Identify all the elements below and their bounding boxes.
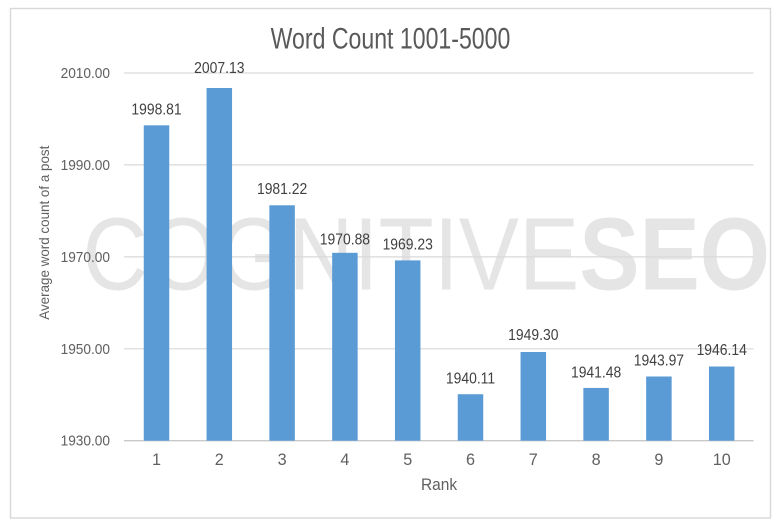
svg-text:2: 2 xyxy=(215,451,224,469)
svg-text:1970.00: 1970.00 xyxy=(61,249,110,266)
svg-text:COGNITIVESEO: COGNITIVESEO xyxy=(83,196,771,312)
svg-text:Average word count of a post: Average word count of a post xyxy=(36,145,52,319)
svg-text:9: 9 xyxy=(654,451,663,469)
svg-text:1950.00: 1950.00 xyxy=(61,341,110,358)
svg-text:1940.11: 1940.11 xyxy=(446,370,495,388)
svg-text:7: 7 xyxy=(529,451,538,469)
svg-text:1941.48: 1941.48 xyxy=(571,364,621,382)
svg-text:1943.97: 1943.97 xyxy=(634,352,684,370)
svg-text:1949.30: 1949.30 xyxy=(508,326,558,344)
svg-text:8: 8 xyxy=(592,451,601,469)
svg-text:1998.81: 1998.81 xyxy=(131,101,181,119)
svg-text:1990.00: 1990.00 xyxy=(61,157,110,174)
svg-text:Rank: Rank xyxy=(421,475,458,494)
svg-text:Word Count 1001-5000: Word Count 1001-5000 xyxy=(271,22,511,56)
svg-text:2010.00: 2010.00 xyxy=(61,65,110,82)
svg-text:4: 4 xyxy=(340,451,349,469)
svg-text:1: 1 xyxy=(152,451,161,469)
svg-text:1970.88: 1970.88 xyxy=(320,231,370,249)
svg-text:1981.22: 1981.22 xyxy=(257,180,307,198)
svg-text:1946.14: 1946.14 xyxy=(697,341,747,359)
svg-text:1930.00: 1930.00 xyxy=(61,433,110,450)
svg-text:10: 10 xyxy=(713,451,731,469)
svg-text:3: 3 xyxy=(278,451,287,469)
svg-text:6: 6 xyxy=(466,451,475,469)
svg-text:5: 5 xyxy=(403,451,412,469)
svg-text:1969.23: 1969.23 xyxy=(383,236,433,254)
svg-text:2007.13: 2007.13 xyxy=(194,59,244,77)
